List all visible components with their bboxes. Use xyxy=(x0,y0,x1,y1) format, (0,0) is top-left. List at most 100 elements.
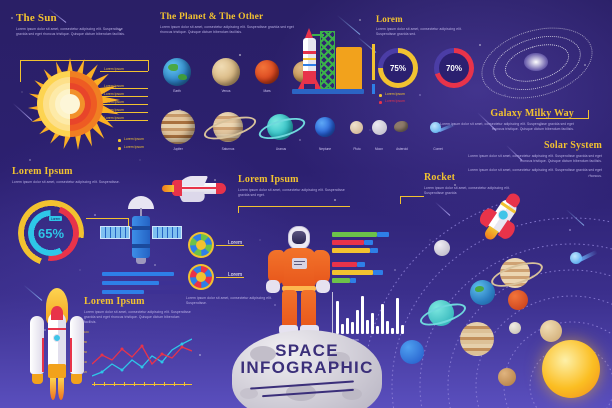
section-shuttle: Lorem Ipsum Lorem ipsum dolor sit amet, … xyxy=(238,174,362,198)
rocket-booster-right xyxy=(70,316,84,374)
planet-uranus-icon xyxy=(267,114,293,140)
astronaut-visor xyxy=(292,231,306,244)
column-bar xyxy=(351,322,354,334)
rocket-body-text: Lorem ipsum dolor sit amet, consectetur … xyxy=(424,186,510,196)
section-lorem-percent: Lorem Lorem ipsum dolor sit amet, consec… xyxy=(376,14,488,37)
rocket-side-stripe xyxy=(70,338,72,372)
trend-x-tick xyxy=(154,382,156,386)
astronaut-leg-left xyxy=(282,290,297,328)
lorem-percent-heading: Lorem xyxy=(376,14,403,24)
rocket-fin xyxy=(298,77,304,89)
trend-body-text: Lorem ipsum dolor sit amet, consectetur … xyxy=(84,310,191,325)
sun-cutaway-body xyxy=(37,71,103,137)
planet-earth-landmass xyxy=(178,74,187,80)
sun-leader-line xyxy=(88,104,148,105)
astronaut-arm-right xyxy=(314,250,330,284)
donut-value-70: 70% xyxy=(445,63,462,73)
astronaut-pie-label: Lorem xyxy=(228,240,243,246)
planets-heading: The Planet & The Other xyxy=(160,12,264,22)
hbar-extension-blue xyxy=(377,232,389,237)
hbar-extension-blue xyxy=(357,262,365,267)
chart-stacked-hbars-top xyxy=(332,232,404,256)
trend-ytick: 80 xyxy=(84,340,88,344)
accent-bar-blue xyxy=(372,84,375,94)
hbar-yellow xyxy=(332,248,370,253)
shuttle-leader-line xyxy=(238,206,239,213)
sun-leader-line xyxy=(88,88,148,89)
astronaut-arm-left xyxy=(268,250,284,284)
planet-label: Comet xyxy=(433,147,443,151)
satellite-leader-line xyxy=(86,218,128,219)
column-bar xyxy=(371,313,374,334)
launch-tower-icon xyxy=(320,31,335,89)
astronaut-belt xyxy=(282,286,316,291)
column-bar xyxy=(346,318,349,334)
shuttle-tail-fin xyxy=(172,180,182,196)
planet-label: Pluto xyxy=(353,147,361,151)
chart-white-column xyxy=(332,292,404,334)
astronaut-chest-panel xyxy=(292,258,307,269)
shuttle-engine-flame xyxy=(162,185,174,192)
hbar-green xyxy=(332,278,350,283)
trend-series-red xyxy=(92,344,192,366)
hbar-extension-blue xyxy=(350,278,356,283)
astronaut-chest-panel-line xyxy=(294,264,302,266)
launch-pad-illustration xyxy=(292,18,364,94)
satellite-leader-line xyxy=(128,218,129,226)
sun-callout-label: Lorem Ipsum xyxy=(104,100,124,104)
satellite-heading: Lorem Ipsum xyxy=(12,166,73,177)
satellite-core-body xyxy=(132,216,150,258)
solar-planet-mars-icon xyxy=(508,290,528,310)
poster-title-line1: SPACE xyxy=(275,341,339,360)
planet-label: Moon xyxy=(375,147,383,151)
sun-callout-label: Lorem Ipsum xyxy=(104,116,124,120)
satellite-nozzle xyxy=(136,258,146,264)
astronaut-body-text: Lorem ipsum dolor sit amet, consectetur … xyxy=(186,296,272,306)
astronaut-chest-panel-line xyxy=(294,261,305,263)
rocket-stripe xyxy=(303,57,316,60)
solar-moon-icon xyxy=(434,240,450,256)
hbar-fill xyxy=(102,281,159,285)
column-bar xyxy=(336,301,339,334)
chart-satellite-donut-65: 65% Lorem xyxy=(18,200,84,266)
chart-astronaut-donut-green xyxy=(188,232,214,258)
satellite-solar-panel-right xyxy=(152,226,182,239)
shuttle-wing xyxy=(177,176,209,186)
lorem-percent-legend-label: Lorem Ipsum xyxy=(385,92,405,96)
planet-label: Venus xyxy=(221,89,231,93)
trend-x-tick xyxy=(144,382,146,386)
satellite-illustration xyxy=(100,196,184,268)
galaxy-heading: Galaxy Milky Way xyxy=(490,108,574,119)
section-galaxy: Galaxy Milky Way Lorem ipsum dolor sit a… xyxy=(434,108,574,132)
planet-mars-icon xyxy=(255,60,279,84)
solar-system-heading: Solar System xyxy=(543,140,602,151)
trend-ytick: 100 xyxy=(84,330,89,334)
section-rocket: Rocket Lorem ipsum dolor sit amet, conse… xyxy=(424,172,550,196)
hbar-fill xyxy=(102,290,144,294)
column-bar xyxy=(391,328,394,334)
solar-earth-landmass xyxy=(475,286,484,292)
satellite-core-band xyxy=(132,226,150,230)
sun-illustration xyxy=(24,57,121,151)
launch-rocket-illustration xyxy=(24,288,90,404)
astronaut-pie-leader-line xyxy=(216,277,244,278)
launch-pad-base xyxy=(292,89,364,94)
shuttle-body-text: Lorem ipsum dolor sit amet, consectetur … xyxy=(238,188,345,198)
planets-body-text: Lorem ipsum dolor sit amet, consectetur … xyxy=(160,25,294,35)
chart-rocket-trend-lines: 100 80 60 40 20 xyxy=(84,330,192,392)
trend-x-tick xyxy=(104,382,106,386)
astronaut-glove-right xyxy=(316,280,330,293)
sun-body-text: Lorem ipsum dolor sit amet, consectetur … xyxy=(16,27,126,37)
solar-planet-uranus-icon xyxy=(428,300,454,326)
section-satellite: Lorem Ipsum Lorem ipsum dolor sit amet, … xyxy=(12,166,138,185)
rocket-engine xyxy=(32,374,43,384)
solar-planet-mercury-icon xyxy=(498,368,516,386)
satellite-solar-panel-left xyxy=(100,226,130,239)
solar-planet-neptune-icon xyxy=(400,340,424,364)
poster-title-line2: INFOGRAPHIC xyxy=(240,358,374,378)
accent-bar-yellow xyxy=(372,44,375,80)
rocket-exhaust-flame xyxy=(58,378,64,400)
chart-percent-donut-yellow: 75% xyxy=(378,48,418,88)
galaxy-leader-line xyxy=(536,118,588,119)
planet-saturnus-icon xyxy=(213,112,243,142)
